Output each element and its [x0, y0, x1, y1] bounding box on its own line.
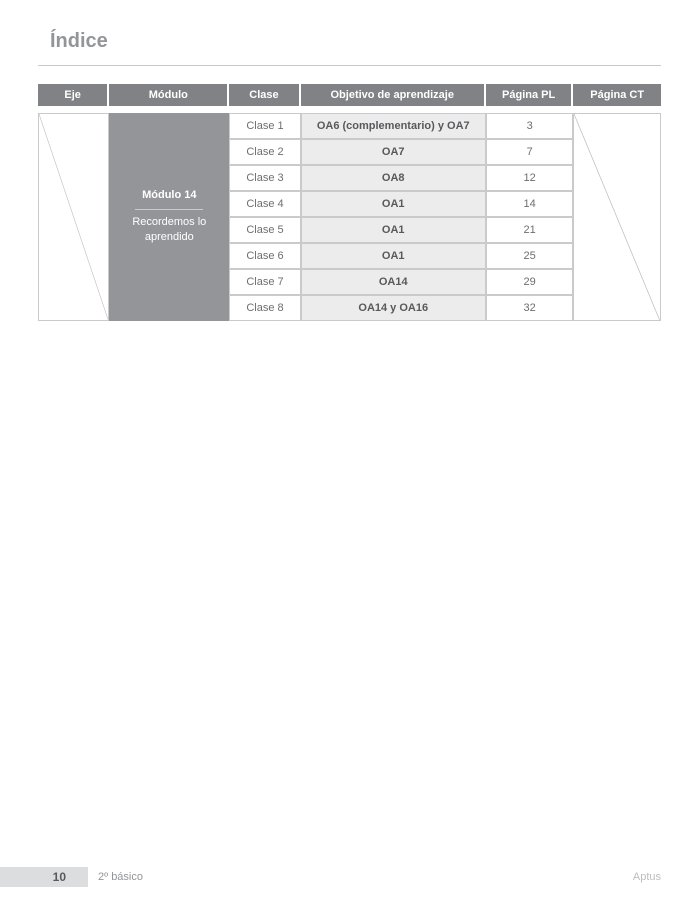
pagina-pl-cell: 32 [486, 295, 574, 321]
page-number-box: 10 [0, 867, 88, 887]
pagina-ct-cell [573, 113, 661, 321]
pagina-pl-cell: 21 [486, 217, 574, 243]
page-footer: 10 2º básico Aptus [0, 867, 699, 887]
module-cell: Módulo 14 Recordemos lo aprendido [109, 113, 229, 321]
table-header-row: Eje Módulo Clase Objetivo de aprendizaje… [38, 84, 661, 106]
pagina-pl-cell: 7 [486, 139, 574, 165]
objetivo-cell: OA14 [301, 269, 486, 295]
pagina-pl-cell: 25 [486, 243, 574, 269]
page-title: Índice [50, 30, 661, 53]
objetivo-cell: OA6 (complementario) y OA7 [301, 113, 486, 139]
page-number: 10 [53, 870, 66, 884]
clase-cell: Clase 6 [229, 243, 300, 269]
module-subtitle: Recordemos lo aprendido [117, 215, 221, 246]
col-header-pl: Página PL [486, 84, 574, 106]
diagonal-line-icon [574, 114, 660, 320]
objetivo-cell: OA7 [301, 139, 486, 165]
brand-label: Aptus [633, 867, 661, 887]
objetivo-cell: OA8 [301, 165, 486, 191]
objetivo-cell: OA14 y OA16 [301, 295, 486, 321]
clase-cell: Clase 5 [229, 217, 300, 243]
col-header-clase: Clase [229, 84, 300, 106]
objetivo-cell: OA1 [301, 243, 486, 269]
col-header-mod: Módulo [109, 84, 229, 106]
objetivo-cell: OA1 [301, 191, 486, 217]
title-rule [38, 65, 661, 66]
col-header-obj: Objetivo de aprendizaje [301, 84, 486, 106]
module-separator [135, 209, 203, 210]
pagina-pl-cell: 14 [486, 191, 574, 217]
clase-cell: Clase 8 [229, 295, 300, 321]
table-row: Módulo 14Recordemos lo aprendidoClase 1O… [38, 113, 661, 139]
clase-cell: Clase 1 [229, 113, 300, 139]
clase-cell: Clase 7 [229, 269, 300, 295]
eje-cell [38, 113, 109, 321]
pagina-pl-cell: 3 [486, 113, 574, 139]
header-gap-row [38, 106, 661, 113]
col-header-eje: Eje [38, 84, 109, 106]
pagina-pl-cell: 29 [486, 269, 574, 295]
clase-cell: Clase 2 [229, 139, 300, 165]
index-table: Eje Módulo Clase Objetivo de aprendizaje… [38, 84, 661, 321]
diagonal-line-icon [39, 114, 108, 320]
col-header-ct: Página CT [573, 84, 661, 106]
module-title: Módulo 14 [117, 188, 221, 208]
clase-cell: Clase 3 [229, 165, 300, 191]
objetivo-cell: OA1 [301, 217, 486, 243]
clase-cell: Clase 4 [229, 191, 300, 217]
grade-label: 2º básico [98, 867, 143, 887]
pagina-pl-cell: 12 [486, 165, 574, 191]
